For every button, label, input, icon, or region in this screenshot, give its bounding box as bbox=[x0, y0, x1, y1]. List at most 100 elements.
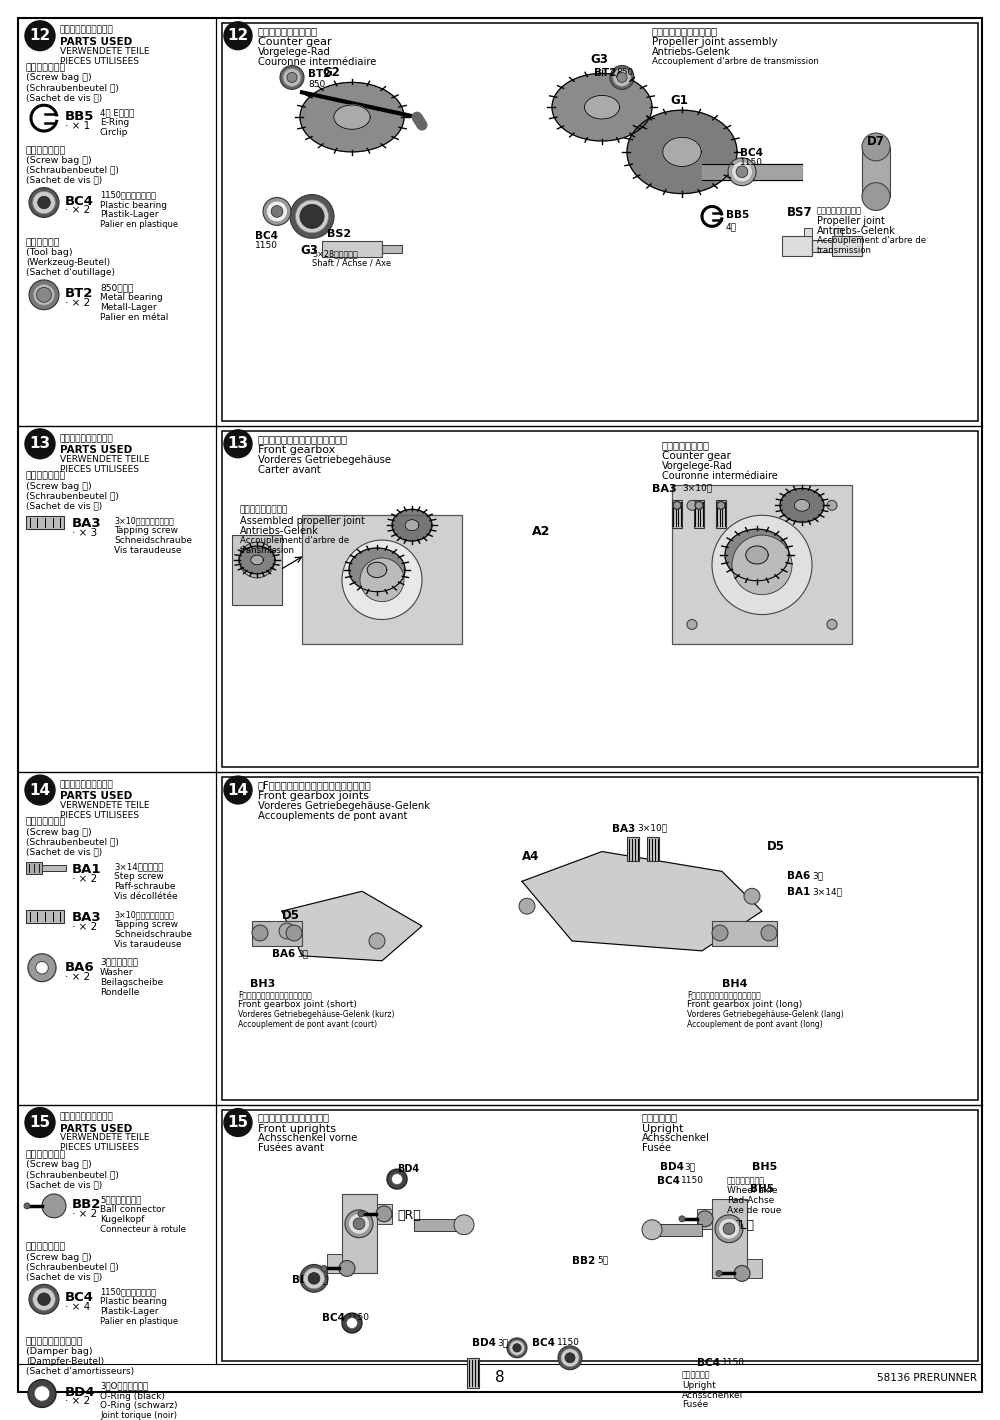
Polygon shape bbox=[282, 892, 422, 961]
Text: 850メタル: 850メタル bbox=[100, 283, 133, 293]
Text: VERWENDETE TEILE: VERWENDETE TEILE bbox=[60, 454, 150, 464]
Text: Connecteur à rotule: Connecteur à rotule bbox=[100, 1225, 186, 1234]
Text: （ビス袋詰Ａ）: （ビス袋詰Ａ） bbox=[26, 471, 66, 480]
Text: Front uprights: Front uprights bbox=[258, 1123, 336, 1133]
Text: プロペラジョイント: プロペラジョイント bbox=[817, 206, 862, 216]
Text: Joint torique (noir): Joint torique (noir) bbox=[100, 1411, 177, 1420]
Text: (Sachet d'amortisseurs): (Sachet d'amortisseurs) bbox=[26, 1366, 134, 1376]
Circle shape bbox=[697, 1211, 713, 1227]
Polygon shape bbox=[746, 545, 768, 564]
Bar bbox=[712, 922, 777, 946]
Text: BD4: BD4 bbox=[65, 1386, 96, 1399]
Bar bbox=[652, 1224, 702, 1235]
Text: 5㎜ボールボール: 5㎜ボールボール bbox=[100, 1196, 141, 1204]
Text: Paff-schraube: Paff-schraube bbox=[114, 882, 176, 892]
Circle shape bbox=[287, 72, 297, 82]
Circle shape bbox=[224, 21, 252, 50]
Bar bbox=[414, 1218, 464, 1231]
Circle shape bbox=[613, 68, 631, 87]
Text: O-Ring (schwarz): O-Ring (schwarz) bbox=[100, 1402, 178, 1410]
Bar bbox=[834, 229, 842, 236]
Text: 〈R〉: 〈R〉 bbox=[397, 1208, 421, 1221]
Text: Schneidschraube: Schneidschraube bbox=[114, 930, 192, 939]
Circle shape bbox=[718, 1218, 740, 1240]
Circle shape bbox=[744, 889, 760, 905]
Text: 3㎜ワッシャー: 3㎜ワッシャー bbox=[100, 957, 138, 967]
Circle shape bbox=[519, 899, 535, 914]
Circle shape bbox=[33, 192, 55, 213]
Text: G3: G3 bbox=[300, 244, 318, 257]
Bar bbox=[26, 517, 64, 530]
Text: 〈L〉: 〈L〉 bbox=[732, 1218, 754, 1231]
Circle shape bbox=[25, 1108, 55, 1137]
Bar bbox=[222, 23, 978, 420]
Text: G1: G1 bbox=[670, 94, 688, 108]
Text: · × 2: · × 2 bbox=[72, 875, 97, 885]
Text: BA6: BA6 bbox=[787, 872, 810, 882]
Text: BC4: BC4 bbox=[657, 1176, 680, 1186]
Text: 1150: 1150 bbox=[255, 241, 278, 250]
Text: Ball connector: Ball connector bbox=[100, 1206, 165, 1214]
Text: 〈使用する小物金具〉: 〈使用する小物金具〉 bbox=[60, 435, 114, 443]
Text: Antriebs-Gelenk: Antriebs-Gelenk bbox=[817, 226, 896, 236]
Circle shape bbox=[25, 21, 55, 51]
Text: (Dampfer-Beutel): (Dampfer-Beutel) bbox=[26, 1356, 104, 1366]
Circle shape bbox=[29, 280, 59, 310]
Circle shape bbox=[38, 1294, 50, 1305]
Text: PIECES UTILISEES: PIECES UTILISEES bbox=[60, 464, 139, 474]
Text: (Tool bag): (Tool bag) bbox=[26, 248, 73, 257]
Bar bbox=[672, 500, 682, 528]
Text: 3×10㎜: 3×10㎜ bbox=[637, 824, 667, 832]
Circle shape bbox=[38, 196, 50, 209]
Circle shape bbox=[304, 1268, 324, 1289]
Text: Schneidschraube: Schneidschraube bbox=[114, 537, 192, 545]
Text: Front gearbox joint (short): Front gearbox joint (short) bbox=[238, 1001, 357, 1010]
Text: BC4: BC4 bbox=[322, 1314, 345, 1323]
Text: 3×10㎜タッピングビス: 3×10㎜タッピングビス bbox=[114, 517, 174, 525]
Text: Vis décollétée: Vis décollétée bbox=[114, 892, 178, 902]
Text: Vis taraudeuse: Vis taraudeuse bbox=[114, 547, 182, 555]
Circle shape bbox=[392, 1174, 402, 1184]
Bar bbox=[382, 246, 402, 253]
Text: · × 2: · × 2 bbox=[65, 298, 90, 308]
Text: BT2: BT2 bbox=[594, 68, 616, 78]
Text: D5: D5 bbox=[282, 909, 300, 922]
Circle shape bbox=[34, 1386, 50, 1402]
Text: カウンターギヤー: カウンターギヤー bbox=[662, 440, 710, 450]
Text: BC4: BC4 bbox=[255, 231, 278, 241]
Text: ホイールアクスル: ホイールアクスル bbox=[727, 1176, 765, 1186]
Text: Fusées avant: Fusées avant bbox=[258, 1143, 324, 1153]
Circle shape bbox=[732, 162, 753, 182]
Text: (Screw bag Ⓑ): (Screw bag Ⓑ) bbox=[26, 74, 92, 82]
Text: 〈Fギヤーボックスジョイント取り付け〉: 〈Fギヤーボックスジョイント取り付け〉 bbox=[258, 780, 372, 790]
Circle shape bbox=[33, 1288, 55, 1311]
Text: Front gearbox joint (long): Front gearbox joint (long) bbox=[687, 1001, 802, 1010]
Text: プロペラジョイント: プロペラジョイント bbox=[240, 506, 288, 514]
Bar bbox=[694, 500, 704, 528]
Text: BC4: BC4 bbox=[65, 195, 94, 207]
Text: transmission: transmission bbox=[240, 547, 295, 555]
Text: 1150: 1150 bbox=[722, 1358, 745, 1367]
Text: BD4: BD4 bbox=[660, 1162, 684, 1173]
Text: BB5: BB5 bbox=[726, 210, 749, 220]
Text: Achsschenkel vorne: Achsschenkel vorne bbox=[258, 1133, 357, 1143]
Text: PARTS USED: PARTS USED bbox=[60, 791, 132, 801]
Text: PARTS USED: PARTS USED bbox=[60, 37, 132, 47]
Text: Accouplements de pont avant: Accouplements de pont avant bbox=[258, 811, 407, 821]
Text: Metall-Lager: Metall-Lager bbox=[100, 302, 157, 312]
Bar bbox=[222, 777, 978, 1099]
Text: · × 2: · × 2 bbox=[72, 922, 97, 932]
Text: 3㎜: 3㎜ bbox=[812, 872, 823, 880]
Text: 3㎜: 3㎜ bbox=[684, 1162, 695, 1172]
Text: Front gearbox: Front gearbox bbox=[258, 444, 335, 454]
Text: （ビス袋詰Ｃ）: （ビス袋詰Ｃ） bbox=[26, 1242, 66, 1251]
Polygon shape bbox=[552, 74, 652, 141]
Text: Carter avant: Carter avant bbox=[258, 464, 321, 474]
Text: (Schraubenbeutel Ⓑ): (Schraubenbeutel Ⓑ) bbox=[26, 84, 119, 92]
Text: Upright: Upright bbox=[682, 1380, 716, 1390]
Bar bbox=[222, 1109, 978, 1360]
Circle shape bbox=[565, 1353, 575, 1363]
Text: (Sachet de vis Ａ): (Sachet de vis Ａ) bbox=[26, 848, 102, 856]
Text: 1150: 1150 bbox=[681, 1176, 704, 1186]
Text: BA6: BA6 bbox=[272, 949, 295, 959]
